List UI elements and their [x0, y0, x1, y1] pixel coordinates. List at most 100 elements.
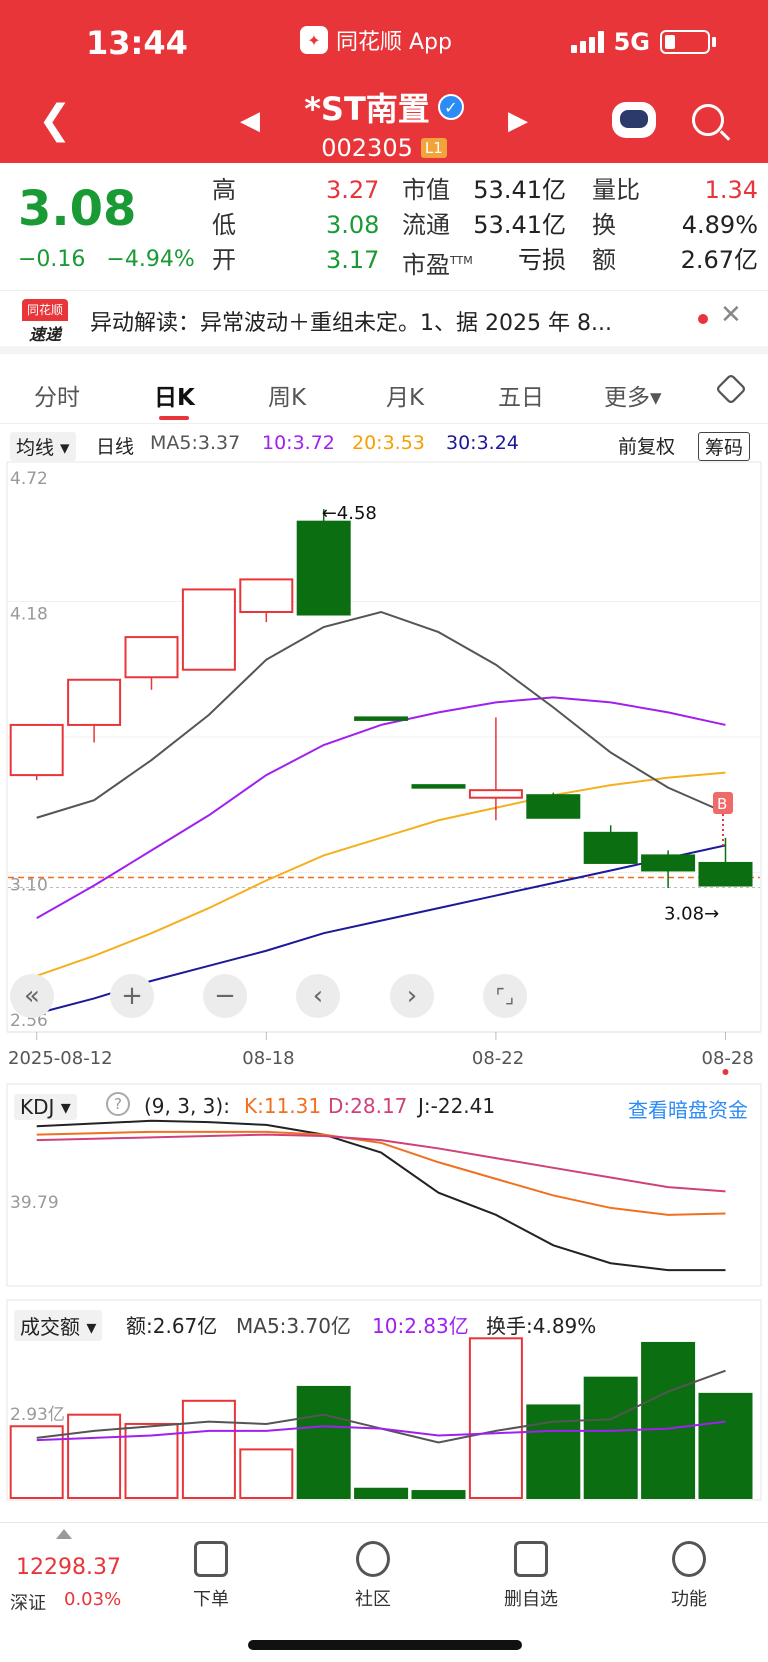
- nav-order[interactable]: 下单: [166, 1541, 256, 1611]
- news-bar[interactable]: 同花顺 速递 异动解读：异常波动＋重组未定。1、据 2025 年 8...: [0, 290, 768, 354]
- nav-functions[interactable]: 功能: [644, 1541, 734, 1611]
- volume-frame: [6, 1299, 762, 1501]
- close-icon[interactable]: ✕: [720, 300, 742, 330]
- stock-code-text: 002305: [321, 134, 413, 162]
- volume-bar: [181, 1399, 236, 1500]
- kdj-j-line: [36, 1119, 726, 1272]
- fullscreen-icon[interactable]: ⌜⌟: [483, 974, 527, 1018]
- candle-body: [468, 789, 523, 799]
- date-label: 08-28: [702, 1048, 754, 1069]
- price-change: −0.16 −4.94%: [18, 247, 195, 272]
- tab-more[interactable]: 更多▾: [604, 385, 662, 411]
- kdj-j: J:-22.41: [418, 1094, 496, 1118]
- candle-body: [411, 784, 466, 789]
- home-indicator: [248, 1640, 522, 1650]
- search-icon[interactable]: [692, 104, 724, 136]
- help-icon[interactable]: ?: [106, 1092, 130, 1116]
- menu-icon: [672, 1541, 706, 1577]
- candle-body: [698, 861, 753, 887]
- stock-name: *ST南置 ✓: [304, 84, 464, 130]
- assistant-robot-icon[interactable]: [612, 102, 656, 138]
- news-unread-dot: [698, 314, 708, 324]
- ma10-label: 10:3.72: [262, 432, 335, 454]
- next-stock-icon[interactable]: ▶: [508, 106, 528, 136]
- zoom-out-icon[interactable]: −: [203, 974, 247, 1018]
- index-name: 深证: [10, 1593, 46, 1614]
- kdj-d-line: [36, 1133, 726, 1193]
- dark-pool-link[interactable]: 查看暗盘资金: [628, 1098, 748, 1122]
- candle-body: [296, 520, 351, 616]
- pan-left-icon[interactable]: ‹: [296, 974, 340, 1018]
- candle-body: [354, 716, 409, 721]
- amount-value: 2.67亿: [680, 246, 758, 274]
- pe-ttm: TTM: [450, 254, 473, 267]
- y-tick-label: 3.10: [10, 876, 48, 896]
- nav-remove-watch[interactable]: 删自选: [486, 1541, 576, 1611]
- news-logo: 同花顺 速递: [22, 299, 68, 345]
- buy-marker: B: [717, 795, 727, 813]
- volume-turnover: 换手:4.89%: [486, 1314, 597, 1338]
- change-percent: −4.94%: [106, 247, 195, 272]
- tab-daily[interactable]: 日K: [154, 378, 195, 412]
- volume-bar: [698, 1392, 753, 1500]
- volume-bar: [296, 1385, 351, 1500]
- date-label: 2025-08-12: [8, 1048, 113, 1069]
- news-text[interactable]: 异动解读：异常波动＋重组未定。1、据 2025 年 8...: [90, 311, 612, 336]
- fast-back-icon[interactable]: «: [10, 974, 54, 1018]
- today-dot: [722, 1069, 729, 1075]
- network-label: 5G: [613, 28, 650, 56]
- quote-panel: 3.08 −0.16 −4.94% 高 低 开 3.27 3.08 3.17 市…: [0, 163, 768, 288]
- chip-button[interactable]: 筹码: [698, 432, 751, 461]
- tab-monthly[interactable]: 月K: [386, 385, 425, 411]
- volume-ma5: MA5:3.70亿: [236, 1314, 351, 1338]
- pe-value: 亏损: [518, 246, 566, 274]
- quote-col2-labels: 市值 流通 市盈TTM: [402, 173, 473, 283]
- volume-ma10: 10:2.83亿: [372, 1314, 469, 1338]
- pan-right-icon[interactable]: ›: [390, 974, 434, 1018]
- candle-body: [526, 794, 581, 819]
- tab-five-day[interactable]: 五日: [498, 385, 544, 411]
- index-value[interactable]: 12298.37: [16, 1555, 121, 1580]
- kdj-k: K:11.31: [244, 1094, 322, 1118]
- last-price: 3.08: [18, 181, 137, 237]
- tab-intraday[interactable]: 分时: [34, 385, 80, 411]
- y-tick-label: 4.72: [10, 469, 48, 489]
- battery-icon: [660, 30, 710, 54]
- tab-weekly[interactable]: 周K: [268, 385, 307, 411]
- back-icon[interactable]: ❮: [38, 97, 72, 143]
- signal-icon: [570, 31, 604, 53]
- nav-community[interactable]: 社区: [328, 1541, 418, 1611]
- candle-body: [124, 636, 179, 679]
- high-marker: ←4.58: [322, 503, 377, 524]
- pe-label-text: 市盈: [402, 251, 450, 279]
- status-app: ✦ 同花顺 App: [300, 24, 452, 56]
- community-icon: [356, 1541, 390, 1577]
- adjust-label[interactable]: 前复权: [618, 436, 676, 458]
- high-label: 高: [212, 176, 236, 204]
- ma20-label: 20:3.53: [352, 432, 425, 454]
- period-label: 日线: [96, 436, 135, 458]
- volume-bar: [9, 1425, 64, 1500]
- volume-selector[interactable]: 成交额 ▾: [14, 1310, 103, 1341]
- vol-ratio-value: 1.34: [704, 176, 758, 204]
- candle-body: [181, 588, 236, 671]
- volume-amount: 额:2.67亿: [126, 1314, 218, 1338]
- app-logo-icon: ✦: [300, 26, 328, 54]
- ma-selector[interactable]: 均线 ▾: [10, 432, 76, 461]
- quote-col3-labels: 量比 换 额: [592, 173, 640, 278]
- open-value: 3.17: [326, 246, 380, 274]
- volume-bar: [641, 1341, 696, 1500]
- kdj-tick: 39.79: [10, 1193, 59, 1213]
- date-label: 08-18: [242, 1048, 294, 1069]
- kdj-selector[interactable]: KDJ ▾: [14, 1094, 77, 1120]
- status-right: 5G: [570, 28, 716, 56]
- order-icon: [194, 1541, 228, 1577]
- amount-label: 额: [592, 246, 616, 274]
- verified-icon: ✓: [437, 94, 464, 120]
- news-logo-top: 同花顺: [22, 299, 68, 321]
- prev-stock-icon[interactable]: ◀: [240, 106, 260, 136]
- chart-svg: 4.724.183.643.102.56←4.583.08→B2025-08-1…: [6, 461, 762, 1501]
- ma5-label: MA5:3.37: [150, 432, 241, 454]
- zoom-in-icon[interactable]: +: [110, 974, 154, 1018]
